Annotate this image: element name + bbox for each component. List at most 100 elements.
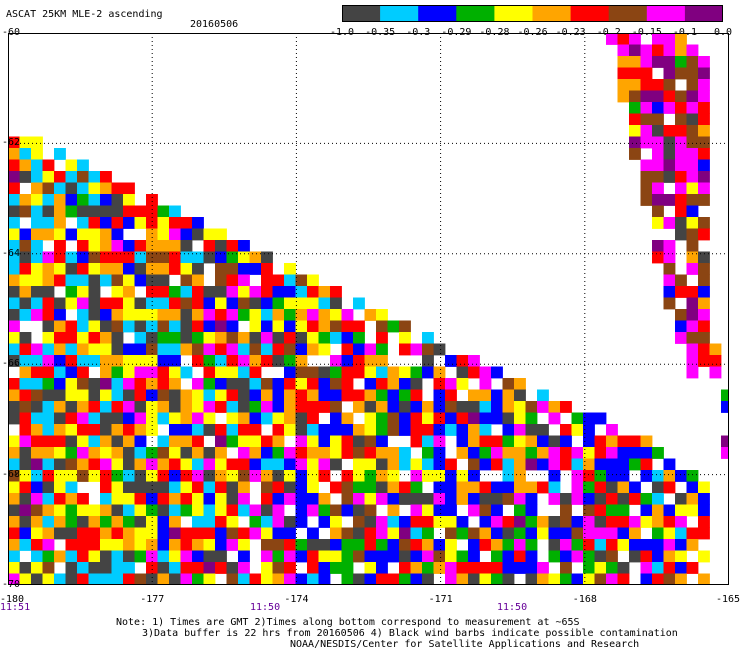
swath-cell <box>203 539 216 551</box>
swath-cell <box>88 412 101 425</box>
swath-cell <box>525 447 538 459</box>
swath-cell <box>65 263 78 275</box>
swath-cell <box>606 493 618 505</box>
swath-cell <box>330 504 342 517</box>
swath-cell <box>663 159 676 172</box>
swath-cell <box>364 343 377 356</box>
swath-cell <box>479 539 492 551</box>
swath-cell <box>169 424 181 436</box>
swath-cell <box>629 550 641 563</box>
swath-cell <box>249 286 262 298</box>
swath-cell <box>215 389 227 402</box>
swath-cell <box>100 217 112 229</box>
swath-cell <box>663 458 676 471</box>
swath-cell <box>134 297 147 310</box>
swath-cell <box>341 550 354 563</box>
swath-cell <box>19 286 32 298</box>
swath-cell <box>88 550 101 563</box>
swath-cell <box>341 447 354 459</box>
swath-cell <box>65 159 78 172</box>
swath-cell <box>698 171 710 183</box>
swath-cell <box>65 447 78 459</box>
colorbar-tick-label: 0.0 <box>714 27 733 38</box>
swath-cell <box>491 458 503 471</box>
swath-cell <box>146 481 158 494</box>
swath-cell <box>652 447 664 459</box>
swath-cell <box>42 366 55 379</box>
swath-cell <box>456 516 469 528</box>
swath-cell <box>19 504 32 517</box>
swath-cell <box>192 320 204 333</box>
swath-cell <box>318 447 331 459</box>
swath-cell <box>537 389 549 402</box>
swath-cell <box>19 274 32 287</box>
swath-cell <box>318 366 331 379</box>
swath-cell <box>433 458 446 471</box>
swath-cell <box>698 274 710 287</box>
swath-cell <box>537 516 549 528</box>
swath-cell <box>617 33 630 45</box>
swath-cell <box>65 424 78 436</box>
swath-cell <box>686 481 699 494</box>
swath-cell <box>330 401 342 413</box>
swath-cell <box>261 355 273 367</box>
swath-cell <box>192 458 204 471</box>
swath-cell <box>157 389 170 402</box>
swath-cell <box>675 113 687 126</box>
swath-cell <box>502 378 515 390</box>
swath-cell <box>376 412 388 425</box>
swath-cell <box>123 481 135 494</box>
swath-cell <box>284 516 296 528</box>
swath-cell <box>42 274 55 287</box>
swath-cell <box>203 447 216 459</box>
swath-cell <box>514 550 526 563</box>
swath-cell <box>491 527 503 540</box>
colorbar-swatch <box>608 5 648 22</box>
swath-cell <box>422 493 434 505</box>
swath-cell <box>54 263 66 275</box>
swath-cell <box>502 550 515 563</box>
swath-cell <box>698 217 710 229</box>
colorbar-swatch <box>380 5 419 22</box>
swath-cell <box>100 504 112 517</box>
swath-cell <box>180 401 193 413</box>
swath-cell <box>157 447 170 459</box>
swath-cell <box>180 470 193 482</box>
swath-cell <box>192 217 204 229</box>
swath-cell <box>341 573 354 585</box>
swath-cell <box>606 447 618 459</box>
swath-cell <box>525 516 538 528</box>
swath-cell <box>606 470 618 482</box>
swath-cell <box>295 573 308 585</box>
swath-cell <box>111 562 124 574</box>
swath-cell <box>100 447 112 459</box>
swath-cell <box>272 286 285 298</box>
colorbar-tick-label: -0.23 <box>555 27 586 38</box>
swath-cell <box>491 573 503 585</box>
swath-cell <box>376 527 388 540</box>
swath-cell <box>238 251 250 264</box>
colorbar-swatch <box>570 5 610 22</box>
swath-cell <box>675 159 687 172</box>
swath-cell <box>169 320 181 333</box>
swath-cell <box>675 194 687 206</box>
swath-cell <box>54 424 66 436</box>
swath-cell <box>65 458 78 471</box>
swath-cell <box>272 527 285 540</box>
swath-cell <box>123 470 135 482</box>
swath-cell <box>272 401 285 413</box>
swath-cell <box>31 550 43 563</box>
swath-cell <box>675 504 687 517</box>
swath-cell <box>146 412 158 425</box>
swath-cell <box>180 527 193 540</box>
swath-cell <box>376 366 388 379</box>
swath-cell <box>192 332 204 344</box>
swath-cell <box>491 447 503 459</box>
swath-cell <box>663 102 676 114</box>
swath-cell <box>146 573 158 585</box>
swath-cell <box>77 182 89 195</box>
swath-cell <box>100 297 112 310</box>
swath-cell <box>31 470 43 482</box>
swath-cell <box>663 79 676 91</box>
swath-cell <box>387 366 400 379</box>
